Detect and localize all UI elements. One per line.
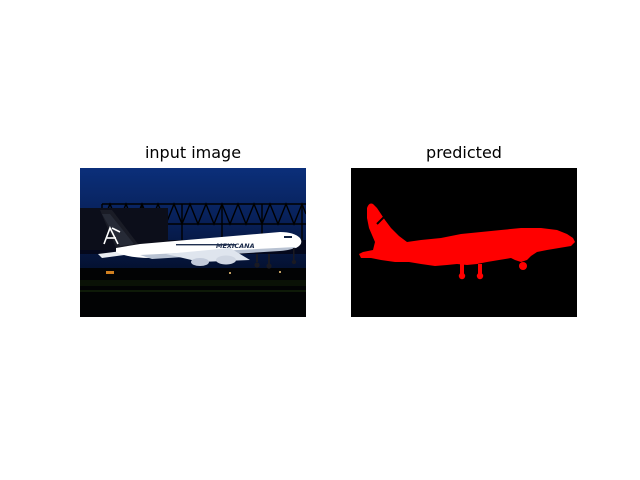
ground: [80, 268, 306, 317]
tail-logo: [103, 226, 121, 245]
airplane-mask: [359, 203, 575, 280]
landing-gear: [254, 248, 297, 269]
runway-light: [106, 271, 114, 274]
airplane: MEXICANA: [98, 210, 302, 269]
airplane-body-mask: [359, 203, 575, 266]
input-image-title: input image: [144, 143, 242, 162]
predicted-mask-panel: [351, 168, 577, 317]
engine: [191, 258, 209, 266]
engine: [216, 255, 236, 265]
predicted-mask: [351, 168, 577, 317]
grass-strip: [80, 280, 306, 286]
cabin-windows: [176, 244, 236, 246]
predicted-title: predicted: [426, 143, 502, 162]
cockpit-window: [284, 236, 292, 238]
runway-light: [279, 271, 281, 273]
gear-mask: [519, 262, 527, 270]
gear-mask: [476, 272, 484, 280]
livery-text: MEXICANA: [216, 242, 255, 250]
gear-mask: [458, 272, 466, 280]
input-image: MEXICANA: [80, 168, 306, 317]
runway-light: [229, 272, 231, 274]
input-image-panel: MEXICANA: [80, 168, 306, 317]
